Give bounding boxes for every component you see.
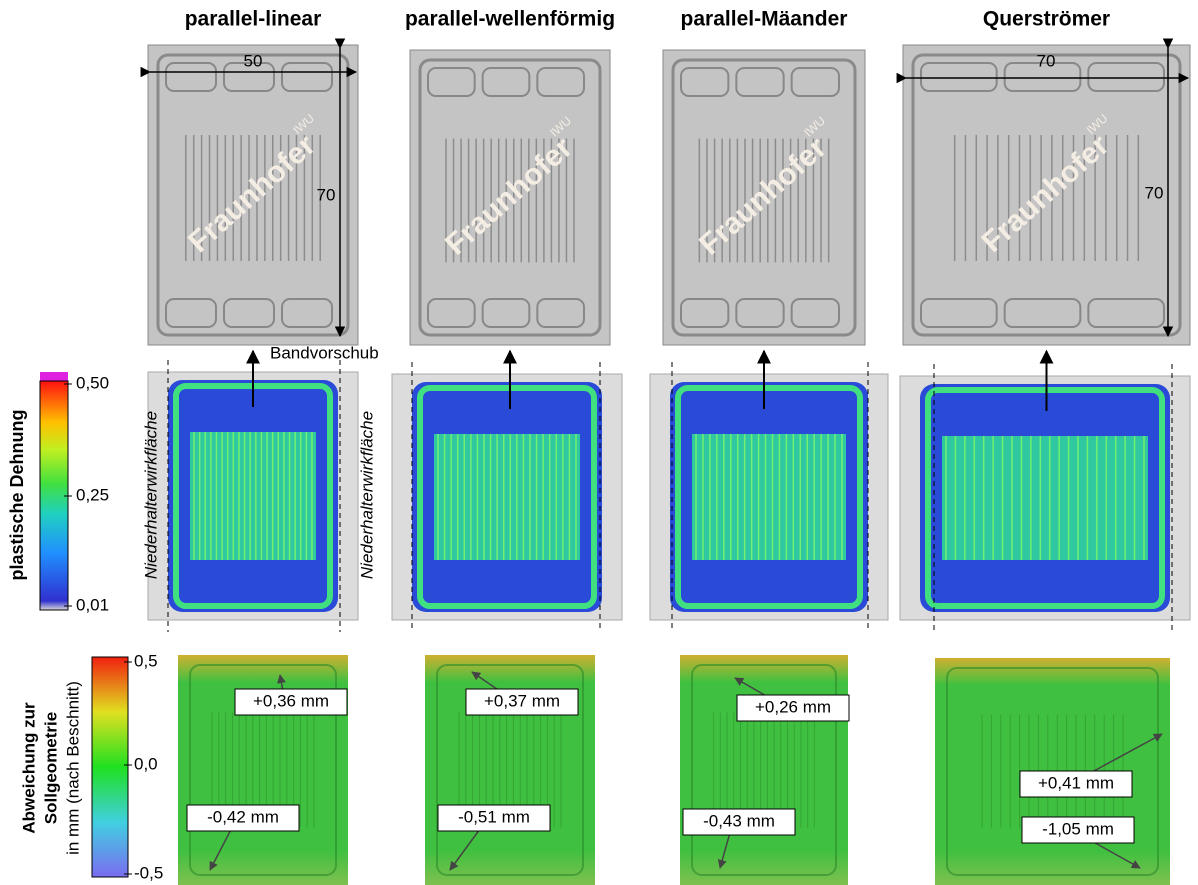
strain-tick-label: 0,01 [76, 595, 109, 614]
deviation-plate [680, 655, 848, 885]
column-title: parallel-linear [185, 8, 322, 31]
strain-colorbar [40, 381, 68, 610]
deviation-title: Sollgeometrie [41, 712, 60, 824]
deviation-label: -1,05 mm [1042, 819, 1114, 838]
deviation-tick-label: 0,0 [134, 754, 158, 773]
deviation-tick-label: -0,5 [134, 863, 163, 882]
deviation-label: -0,51 mm [458, 807, 530, 826]
fem-field [942, 436, 1148, 560]
dimension-label: 50 [244, 51, 263, 70]
deviation-label: -0,43 mm [703, 811, 775, 830]
dimension-label: 70 [317, 185, 336, 204]
deviation-label: +0,41 mm [1038, 773, 1114, 792]
column-title: parallel-Mäander [681, 8, 848, 31]
holder-label: Niederhalterwirkfläche [357, 411, 376, 579]
strain-tick-label: 0,50 [76, 373, 109, 392]
deviation-label: +0,26 mm [755, 697, 831, 716]
deviation-title: in mm (nach Beschnitt) [63, 681, 82, 855]
strain-title: plastische Dehnung [7, 409, 27, 580]
deviation-label: +0,36 mm [253, 691, 329, 710]
deviation-colorbar [92, 657, 128, 877]
deviation-tick-label: 0,5 [134, 651, 158, 670]
holder-label: Niederhalterwirkfläche [141, 411, 160, 579]
dimension-label: 70 [1145, 183, 1164, 202]
deviation-label: +0,37 mm [484, 691, 560, 710]
figure: parallel-linearFraunhoferIWU+0,36 mm-0,4… [0, 0, 1198, 885]
strain-overflow [40, 372, 68, 381]
fem-field [692, 434, 846, 560]
fem-field [190, 432, 316, 560]
strain-tick-label: 0,25 [76, 485, 109, 504]
feed-label: Bandvorschub [270, 343, 379, 362]
column-title: parallel-wellenförmig [405, 8, 615, 31]
dimension-label: 70 [1037, 51, 1056, 70]
fem-field [434, 434, 580, 560]
column-title: Querströmer [983, 8, 1110, 31]
deviation-title: Abweichung zur [19, 702, 38, 834]
deviation-label: -0,42 mm [207, 807, 279, 826]
